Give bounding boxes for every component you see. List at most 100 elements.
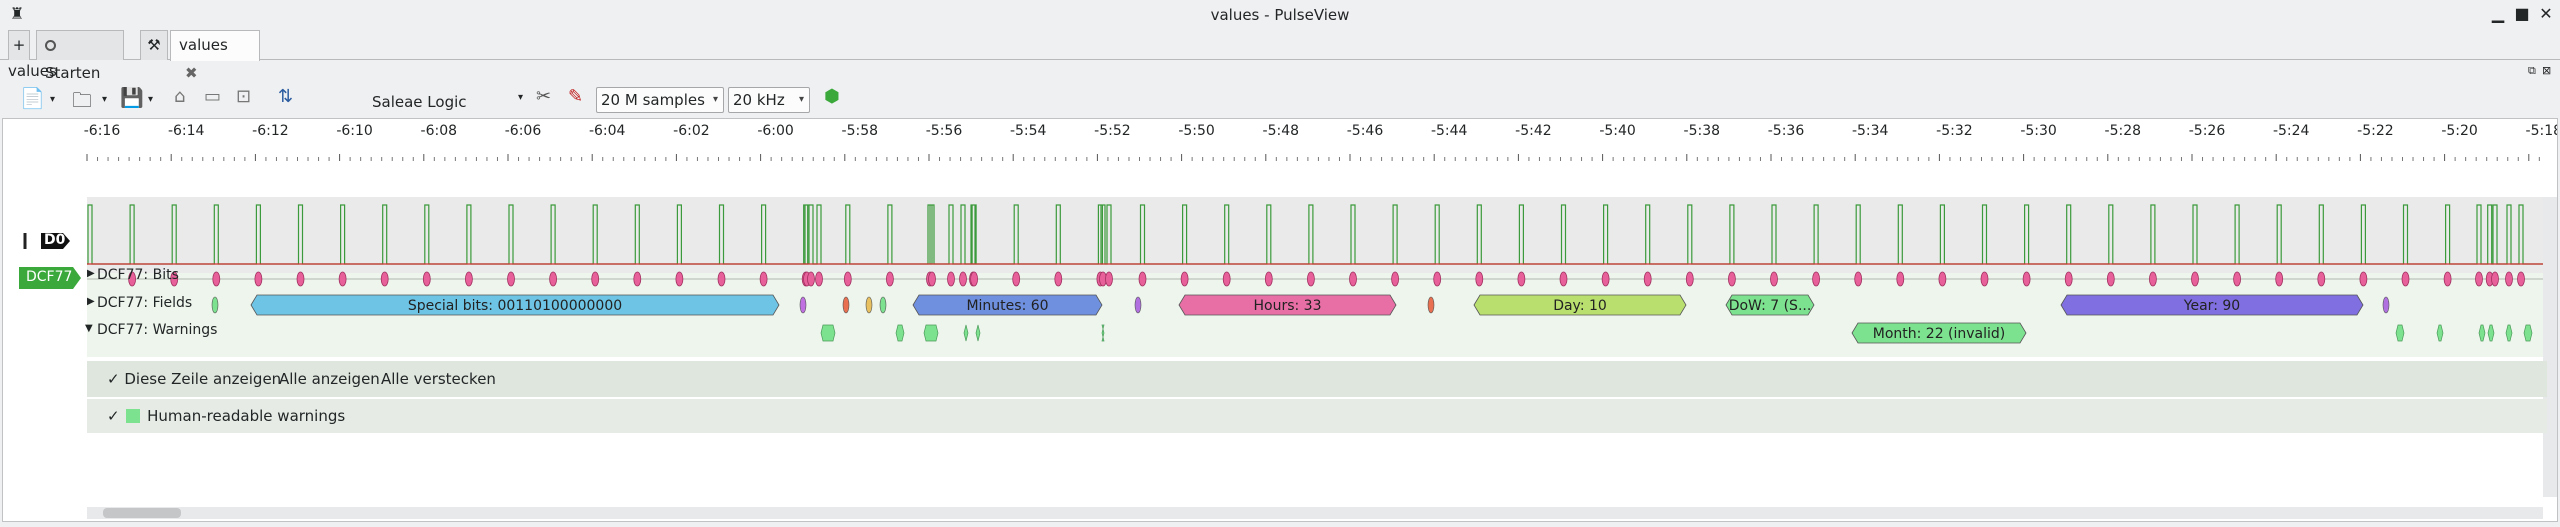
field-marker (842, 296, 850, 314)
device-chevron-icon[interactable]: ▾ (518, 92, 524, 103)
session-menu-chevron-icon[interactable]: ▾ (102, 94, 108, 105)
trace-canvas[interactable]: -6:16 -6:14 -6:12 -6:10 -6:08 -6:06 -6:04 -6:02… (3, 119, 2558, 522)
ruler-label: -6:16 (84, 123, 121, 139)
warning-annotation (2395, 324, 2405, 342)
bit-annotation (464, 271, 473, 287)
warning-annotation (2436, 324, 2444, 342)
warning-annotation (895, 324, 905, 342)
bit-annotation (2491, 271, 2499, 287)
warning-annotation (963, 324, 969, 342)
warnings-collapse-icon[interactable]: ▼ (85, 323, 93, 334)
field-annotation: Hours: 33 (1178, 294, 1397, 316)
bit-annotation (2148, 271, 2157, 287)
bit-annotation (717, 271, 726, 287)
ruler-label: -5:28 (2105, 123, 2142, 139)
bit-annotation (507, 271, 515, 287)
float-icon[interactable]: ⧉ (2528, 64, 2536, 77)
ruler-label: -6:04 (589, 123, 626, 139)
cursor-icon[interactable]: ⇅ (278, 86, 294, 107)
zoom-out-icon[interactable]: ▭ (204, 86, 222, 107)
bit-annotation (2359, 271, 2368, 287)
ruler-label: -5:42 (1515, 123, 1552, 139)
view-label: values (8, 62, 57, 80)
bit-annotation (959, 271, 967, 287)
bit-annotation (2275, 271, 2284, 287)
field-marker (799, 296, 807, 314)
field-label: Day: 10 (1553, 298, 1607, 314)
field-shape (1725, 294, 1815, 316)
open-icon[interactable]: 📄 (20, 86, 45, 110)
ruler-label: -6:02 (673, 123, 710, 139)
tab-values[interactable]: values ✖ (170, 30, 260, 82)
new-tab-button[interactable]: + (8, 30, 30, 60)
maximize-icon[interactable]: ■ (2514, 4, 2530, 23)
close-icon[interactable]: ✕ (2539, 4, 2553, 23)
tab-starten[interactable]: Starten (36, 30, 124, 82)
bit-annotation (1517, 271, 1526, 287)
probe-icon[interactable]: ✎ (568, 86, 584, 107)
trace-view[interactable]: -6:16 -6:14 -6:12 -6:10 -6:08 -6:06 -6:04 -6:02… (2, 118, 2558, 522)
bit-annotation (2401, 271, 2410, 287)
show-row-label: Diese Zeile anzeigen (124, 370, 282, 388)
decoder-badge[interactable]: DCF77 (19, 267, 81, 289)
ruler-label: -6:06 (505, 123, 542, 139)
fields-expand-icon[interactable]: ▶ (87, 296, 95, 307)
ruler-label: -5:40 (1599, 123, 1636, 139)
channel-label-d0[interactable]: D0 (19, 230, 71, 252)
warning-class-checkbox[interactable]: ✓ Human-readable warnings (107, 407, 345, 425)
bit-annotation (2317, 271, 2326, 287)
tab-tools[interactable]: ⚒ (140, 30, 168, 60)
rate-value: 20 kHz (733, 91, 785, 109)
bit-annotation (1601, 271, 1610, 287)
ruler-label: -5:26 (2189, 123, 2226, 139)
open-menu-chevron-icon[interactable]: ▾ (50, 94, 56, 105)
bit-annotation (170, 271, 179, 287)
show-all-button[interactable]: Alle anzeigen (279, 370, 380, 388)
ruler-label: -6:10 (336, 123, 373, 139)
bit-annotation (2475, 271, 2483, 287)
bit-annotation (128, 271, 137, 287)
hide-all-button[interactable]: Alle verstecken (381, 370, 496, 388)
vertical-scrollbar (2543, 197, 2557, 497)
save-menu-chevron-icon[interactable]: ▾ (148, 94, 154, 105)
bit-annotation (296, 271, 305, 287)
field-annotation: Minutes: 60 (912, 294, 1103, 316)
minimize-icon[interactable]: ▁ (2491, 4, 2505, 23)
field-label: Minutes: 60 (966, 298, 1048, 314)
tools-icon: ⚒ (147, 36, 161, 54)
ruler-background (87, 119, 2543, 197)
row-options-panel (87, 361, 2547, 397)
field-annotation: Day: 10 (1473, 294, 1687, 316)
rate-select[interactable]: 20 kHz ▾ (728, 87, 810, 113)
field-annotation: Month: 22 (invalid) (1851, 322, 2027, 344)
bit-annotation (843, 271, 852, 287)
bit-annotation (886, 271, 894, 287)
bit-annotation (1854, 271, 1863, 287)
close-view-icon[interactable]: ⊠ (2542, 64, 2552, 77)
warning-annotation (2523, 324, 2533, 342)
bit-annotation (2191, 271, 2199, 287)
save-icon[interactable]: 💾 (120, 87, 144, 109)
show-row-checkbox[interactable]: ✓ Diese Zeile anzeigen (107, 370, 281, 388)
bit-annotation (807, 271, 815, 287)
ruler-label: -5:58 (842, 123, 879, 139)
bit-annotation (1938, 271, 1947, 287)
zoom-fit-icon[interactable]: ⊡ (236, 86, 252, 107)
samples-chevron-icon: ▾ (712, 94, 718, 105)
device-selector[interactable]: Saleae Logic (372, 93, 467, 111)
configure-icon[interactable]: ✂ (536, 86, 552, 107)
bits-expand-icon[interactable]: ▶ (87, 268, 95, 279)
zoom-in-icon[interactable]: ⌂ (174, 86, 186, 107)
bit-annotation (1349, 271, 1357, 287)
field-label: Month: 22 (invalid) (1873, 326, 2006, 342)
tab-close-icon[interactable]: ✖ (185, 64, 198, 82)
field-label: Year: 90 (2183, 298, 2240, 314)
warning-annotation (1101, 324, 1105, 342)
field-annotation: Special bits: 00110100000000 (250, 294, 780, 316)
session-icon[interactable]: 🗀 (72, 88, 92, 112)
field-label: Hours: 33 (1254, 298, 1322, 314)
run-icon[interactable]: ⬢ (824, 86, 840, 107)
samples-select[interactable]: 20 M samples ▾ (596, 87, 724, 113)
title-bar: ♜ values - PulseView ▁ ■ ✕ (0, 0, 2560, 30)
field-label: DoW: 7 (S... (1729, 298, 1812, 314)
